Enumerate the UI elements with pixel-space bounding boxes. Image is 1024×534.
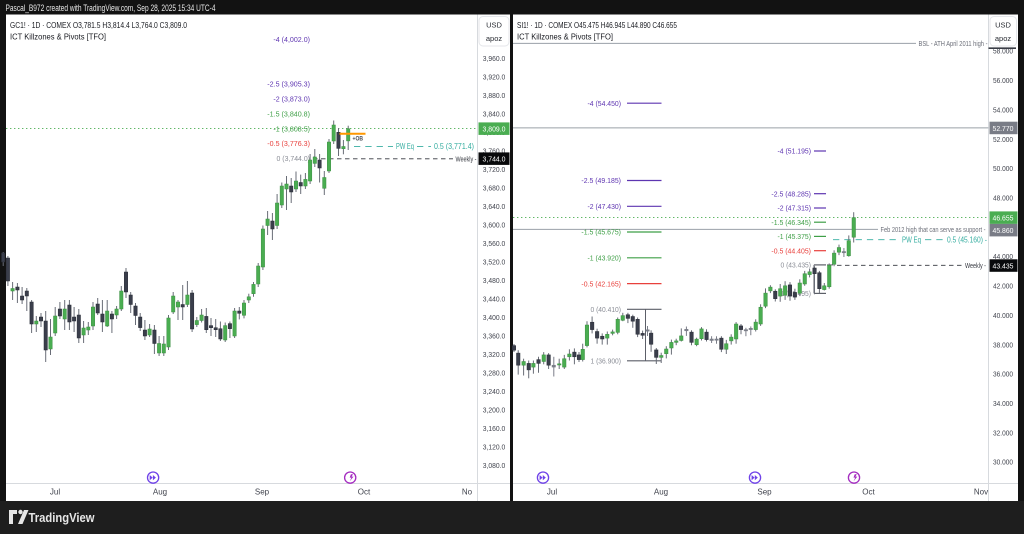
svg-text:0 (3,744.0): 0 (3,744.0): [277, 154, 311, 163]
svg-text:Weekly -: Weekly -: [456, 155, 477, 164]
svg-text:-2 (47.430): -2 (47.430): [588, 202, 622, 211]
svg-text:No: No: [462, 488, 473, 497]
svg-text:3,320.0: 3,320.0: [483, 350, 506, 359]
svg-text:-0.5 (42.165): -0.5 (42.165): [581, 279, 621, 288]
svg-text:Feb 2012 high that can serve a: Feb 2012 high that can serve as support …: [881, 225, 986, 234]
svg-text:3,960.0: 3,960.0: [483, 54, 506, 63]
svg-text:Sep: Sep: [757, 488, 772, 497]
svg-text:3,880.0: 3,880.0: [483, 91, 506, 100]
svg-text:3,240.0: 3,240.0: [483, 387, 506, 396]
svg-text:ICT Killzones & Pivots [TFO]: ICT Killzones & Pivots [TFO]: [10, 32, 106, 42]
svg-text:-4 (4,002.0): -4 (4,002.0): [273, 35, 310, 44]
svg-text:USD: USD: [995, 21, 1011, 30]
svg-text:0.5 (45.160) -: 0.5 (45.160) -: [947, 236, 987, 245]
svg-text:54.000: 54.000: [993, 105, 1013, 114]
svg-text:3,840.0: 3,840.0: [483, 110, 506, 119]
svg-text:-2.5 (48.285): -2.5 (48.285): [771, 189, 811, 198]
svg-text:36.000: 36.000: [993, 370, 1013, 379]
svg-text:58.000: 58.000: [993, 47, 1013, 56]
svg-text:-1 (43.920): -1 (43.920): [588, 254, 622, 263]
svg-text:GC1! · 1D · COMEX O3,781.5 H: GC1! · 1D · COMEX O3,781.5 H3,814.4 L3,7…: [10, 20, 187, 30]
svg-text:Aug: Aug: [654, 488, 668, 497]
svg-text:-0.5 (3,776.3): -0.5 (3,776.3): [267, 139, 310, 148]
svg-text:32.000: 32.000: [993, 428, 1013, 437]
svg-text:3,200.0: 3,200.0: [483, 406, 506, 415]
svg-text:-0.5 (44.405): -0.5 (44.405): [771, 246, 811, 255]
svg-text:3,520.0: 3,520.0: [483, 258, 506, 267]
svg-text:-4 (54.450): -4 (54.450): [588, 99, 622, 108]
svg-text:0 (43.435): 0 (43.435): [781, 261, 812, 270]
svg-text:TradingView: TradingView: [29, 510, 96, 525]
svg-text:50.000: 50.000: [993, 164, 1013, 173]
svg-text:BSL - ATH April 2011 high -: BSL - ATH April 2011 high -: [919, 39, 988, 48]
svg-text:0 (40.410): 0 (40.410): [591, 305, 622, 314]
svg-text:3,600.0: 3,600.0: [483, 221, 506, 230]
svg-text:+OB: +OB: [353, 135, 364, 142]
svg-text:3,480.0: 3,480.0: [483, 276, 506, 285]
svg-text:apoz: apoz: [486, 34, 503, 43]
svg-text:45.860: 45.860: [993, 226, 1014, 235]
svg-text:3,680.0: 3,680.0: [483, 184, 506, 193]
svg-text:3,400.0: 3,400.0: [483, 313, 506, 322]
svg-text:Oct: Oct: [358, 488, 371, 497]
svg-text:42.000: 42.000: [993, 282, 1013, 291]
svg-text:56.000: 56.000: [993, 76, 1013, 85]
svg-text:-1 (3,808.5): -1 (3,808.5): [273, 124, 310, 133]
svg-text:SI1! · 1D · COMEX O45.475 H4: SI1! · 1D · COMEX O45.475 H46.945 L44.89…: [517, 20, 677, 30]
svg-text:Jul: Jul: [547, 488, 557, 497]
svg-text:3,440.0: 3,440.0: [483, 295, 506, 304]
svg-text:3,744.0: 3,744.0: [483, 155, 506, 164]
svg-text:3,120.0: 3,120.0: [483, 443, 506, 452]
svg-text:-4 (51.195): -4 (51.195): [778, 147, 812, 156]
svg-text:3,080.0: 3,080.0: [483, 461, 506, 470]
svg-text:Nov: Nov: [974, 488, 988, 497]
svg-text:38.000: 38.000: [993, 340, 1013, 349]
svg-text:-1.5 (45.675): -1.5 (45.675): [581, 228, 621, 237]
svg-text:3,640.0: 3,640.0: [483, 202, 506, 211]
svg-text:3,160.0: 3,160.0: [483, 424, 506, 433]
svg-text:34.000: 34.000: [993, 399, 1013, 408]
svg-text:-1 (45.375): -1 (45.375): [778, 232, 812, 241]
svg-text:43.435: 43.435: [993, 262, 1014, 271]
svg-text:30.000: 30.000: [993, 458, 1013, 467]
svg-text:Jul: Jul: [50, 488, 60, 497]
svg-text:-1.5 (3,840.8): -1.5 (3,840.8): [267, 109, 310, 118]
svg-text:-2.5 (49.185): -2.5 (49.185): [581, 176, 621, 185]
svg-text:3,560.0: 3,560.0: [483, 239, 506, 248]
svg-text:Weekly -: Weekly -: [965, 261, 986, 270]
svg-text:3,809.0: 3,809.0: [483, 125, 506, 134]
svg-text:Oct: Oct: [862, 488, 875, 497]
svg-text:-1.5 (46.345): -1.5 (46.345): [771, 218, 811, 227]
svg-text:PW Eq: PW Eq: [396, 142, 414, 151]
svg-text:3,760.0: 3,760.0: [483, 147, 506, 156]
svg-text:3,360.0: 3,360.0: [483, 332, 506, 341]
svg-text:PW Eq: PW Eq: [902, 236, 921, 245]
svg-text:40.000: 40.000: [993, 311, 1013, 320]
svg-text:3,280.0: 3,280.0: [483, 369, 506, 378]
svg-text:52.770: 52.770: [993, 124, 1014, 133]
svg-text:3,720.0: 3,720.0: [483, 165, 506, 174]
svg-text:USD: USD: [486, 21, 502, 30]
svg-text:ICT Killzones & Pivots [TFO]: ICT Killzones & Pivots [TFO]: [517, 32, 613, 42]
svg-text:46.655: 46.655: [993, 214, 1014, 223]
svg-text:-2.5 (3,905.3): -2.5 (3,905.3): [267, 80, 310, 89]
svg-text:-2 (3,873.0): -2 (3,873.0): [273, 94, 310, 103]
svg-text:Sep: Sep: [255, 488, 270, 497]
svg-text:52.000: 52.000: [993, 135, 1013, 144]
svg-text:1 (36.900): 1 (36.900): [591, 357, 622, 366]
svg-text:Pascal_B972 created with Tradi: Pascal_B972 created with TradingView.com…: [6, 3, 216, 13]
svg-text:48.000: 48.000: [993, 194, 1013, 203]
svg-text:apoz: apoz: [995, 34, 1012, 43]
svg-text:44.000: 44.000: [993, 252, 1013, 261]
svg-text:-2 (47.315): -2 (47.315): [778, 204, 812, 213]
svg-text:0.5 (3,771.4): 0.5 (3,771.4): [434, 142, 474, 151]
svg-text:Aug: Aug: [153, 488, 167, 497]
svg-text:3,920.0: 3,920.0: [483, 73, 506, 82]
